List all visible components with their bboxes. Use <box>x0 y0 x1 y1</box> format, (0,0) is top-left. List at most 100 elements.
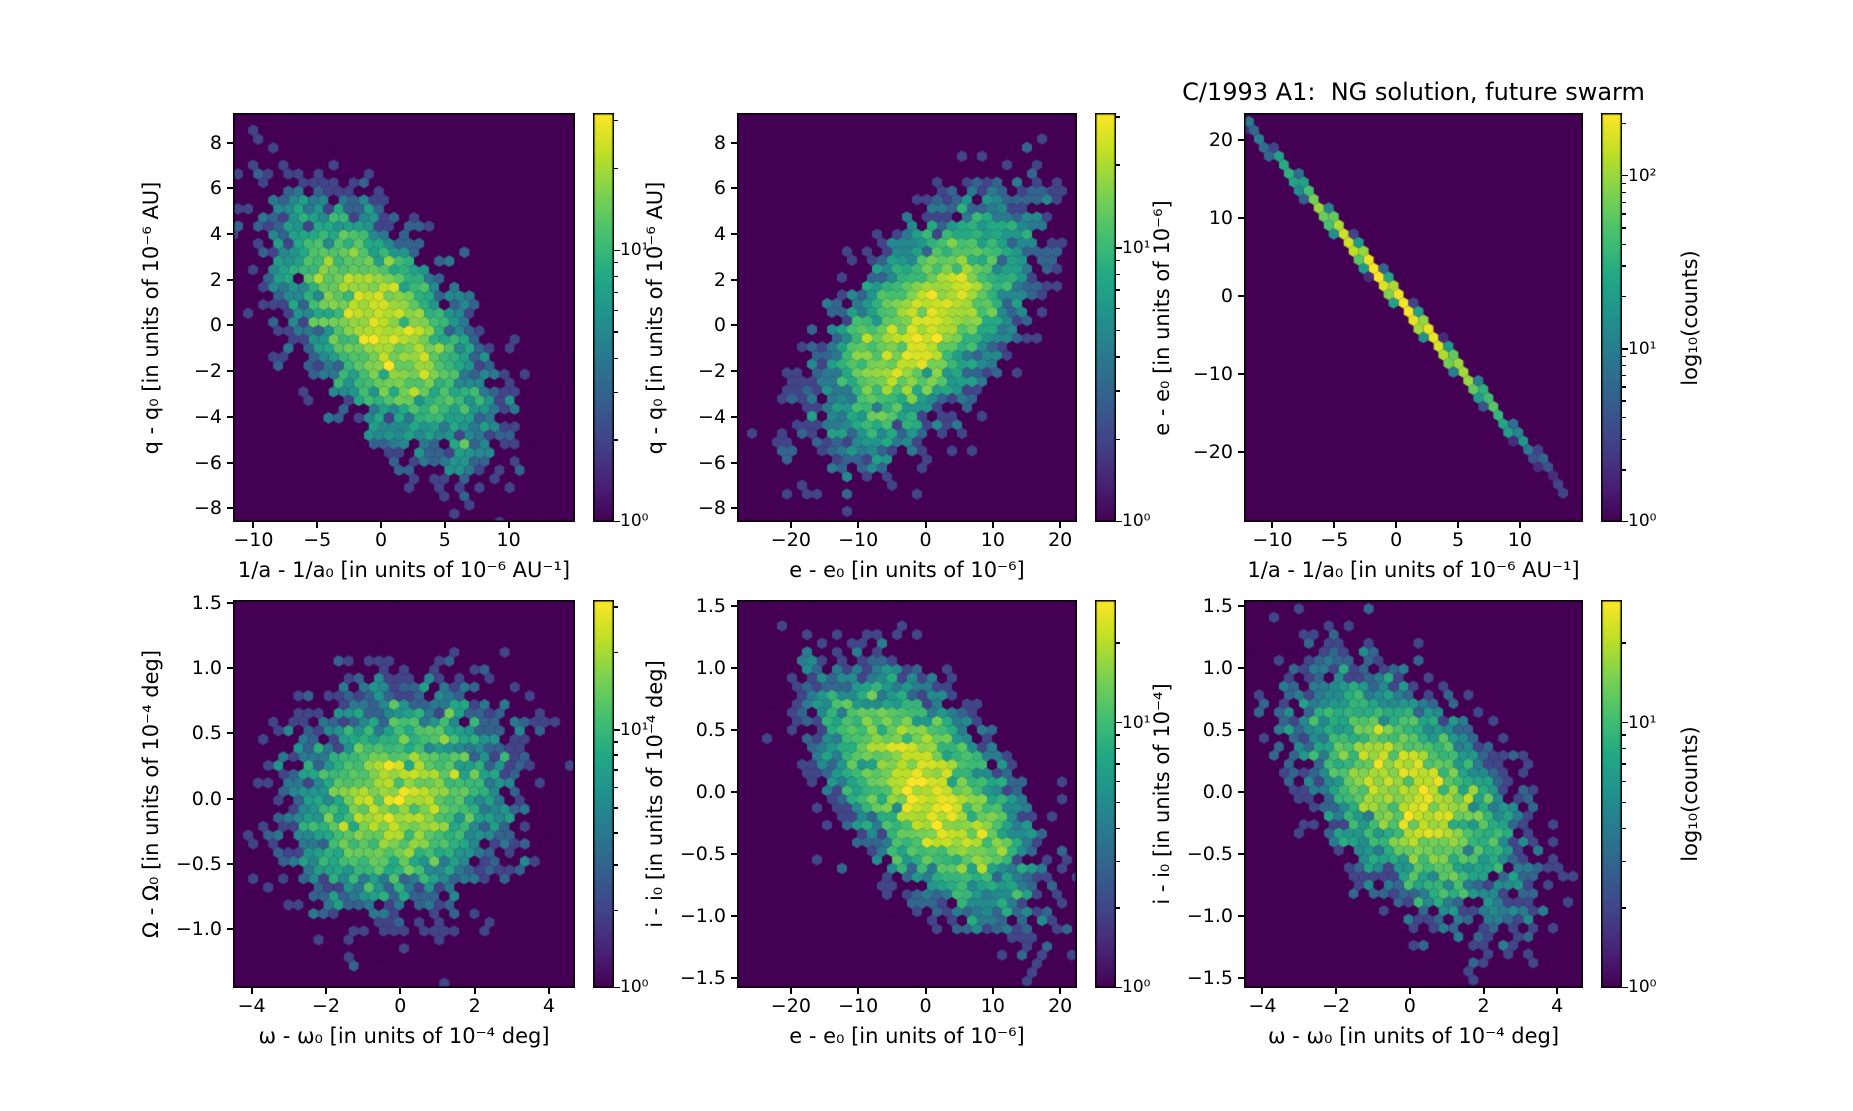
y-tick-label: 6 <box>209 177 222 200</box>
x-tick-label: 0 <box>919 995 932 1017</box>
colorbar-tick <box>1116 520 1122 522</box>
y-tick-label: 1.5 <box>191 591 222 614</box>
hexbin-canvas <box>233 113 575 522</box>
x-tick <box>924 522 927 528</box>
y-tick <box>731 278 737 281</box>
x-tick-label: 10 <box>1507 529 1532 551</box>
colorbar-minor-tick <box>1116 747 1120 750</box>
colorbar-minor-tick <box>1622 827 1626 829</box>
y-tick-label: −6 <box>193 451 222 474</box>
colorbar-tick <box>1116 721 1122 724</box>
colorbar-minor-tick <box>1116 356 1120 358</box>
y-axis-label: i - i₀ [in units of 10⁻⁴ deg] <box>643 660 667 928</box>
figure-title: C/1993 A1: NG solution, future swarm <box>1182 78 1645 106</box>
x-axis-label: ω - ω₀ [in units of 10⁻⁴ deg] <box>258 1024 550 1048</box>
x-tick-label: 10 <box>980 529 1005 551</box>
x-tick-label: 2 <box>1477 995 1490 1017</box>
y-tick <box>1238 791 1244 794</box>
x-tick-label: −10 <box>838 995 879 1017</box>
y-tick <box>227 797 233 800</box>
y-axis-label: e - e₀ [in units of 10⁻⁶] <box>1150 199 1174 436</box>
y-tick <box>1238 216 1244 219</box>
colorbar-minor-tick <box>1622 747 1626 750</box>
colorbar-tick-label: 10⁰ <box>620 511 649 532</box>
colorbar-tick-label: 10¹ <box>620 720 649 741</box>
colorbar-minor-tick <box>614 832 618 834</box>
x-tick <box>1335 988 1338 994</box>
hexbin-canvas <box>1244 113 1583 522</box>
y-tick-label: −2 <box>193 360 222 383</box>
y-tick-label: 0 <box>1220 284 1233 307</box>
colorbar-tick <box>1116 986 1122 988</box>
y-tick <box>227 928 233 931</box>
colorbar-minor-tick <box>1622 295 1626 298</box>
colorbar-minor-tick <box>1116 780 1120 783</box>
colorbar-minor-tick <box>614 606 618 608</box>
y-axis-label: q - q₀ [in units of 10⁻⁶ AU] <box>643 181 667 454</box>
colorbar-minor-tick <box>1622 122 1626 125</box>
colorbar-minor-tick <box>614 275 618 278</box>
colorbar-minor-tick <box>1622 364 1626 367</box>
x-tick <box>1518 522 1521 528</box>
x-tick-label: 0 <box>1403 995 1416 1017</box>
x-tick-label: 0 <box>1390 529 1403 551</box>
colorbar-minor-tick <box>1622 386 1626 388</box>
y-axis-label: Ω - Ω₀ [in units of 10⁻⁴ deg] <box>139 649 163 939</box>
x-tick <box>443 522 446 528</box>
panel-raan-vs-argperi: Ω - Ω₀ [in units of 10⁻⁴ deg] ω - ω₀ [in… <box>139 592 648 1048</box>
colorbar-tick <box>1116 247 1122 249</box>
x-tick-label: 4 <box>542 995 556 1017</box>
colorbar-minor-tick <box>1116 307 1120 310</box>
colorbar-tick-label: 10⁰ <box>620 977 649 998</box>
y-tick <box>731 791 737 794</box>
colorbar-minor-tick <box>614 909 618 912</box>
colorbar-minor-tick <box>1116 907 1120 909</box>
colorbar-minor-tick <box>1622 400 1626 402</box>
colorbar-minor-tick <box>614 291 618 294</box>
x-tick <box>1261 988 1264 994</box>
y-tick <box>227 370 233 373</box>
y-tick <box>227 324 233 327</box>
x-tick-label: −2 <box>311 995 340 1017</box>
y-tick-label: −8 <box>193 497 222 520</box>
y-tick <box>227 461 233 464</box>
colorbar-tick <box>1622 721 1628 724</box>
x-tick <box>1556 988 1559 994</box>
y-tick <box>1238 729 1244 732</box>
colorbar-minor-tick <box>614 807 618 809</box>
x-tick <box>324 988 327 994</box>
y-tick <box>1238 605 1244 608</box>
y-tick-label: 10 <box>1208 206 1233 229</box>
y-tick-label: 0.0 <box>695 781 726 804</box>
colorbar-minor-tick <box>1116 827 1120 829</box>
colorbar-minor-tick <box>1116 763 1120 765</box>
x-tick-label: −10 <box>233 529 274 551</box>
x-tick <box>1333 522 1336 528</box>
y-tick <box>1238 915 1244 918</box>
hexbin-canvas <box>1244 600 1583 988</box>
y-tick-label: 20 <box>1208 128 1233 151</box>
colorbar-minor-tick <box>614 309 618 312</box>
colorbar-minor-tick <box>1116 273 1120 276</box>
y-tick <box>227 278 233 281</box>
x-tick <box>1408 988 1411 994</box>
y-tick <box>1238 977 1244 980</box>
colorbar-minor-tick <box>1622 355 1626 358</box>
y-tick <box>731 729 737 732</box>
y-tick <box>1238 667 1244 670</box>
y-tick-label: −6 <box>697 451 726 474</box>
x-tick-label: 20 <box>1048 529 1073 551</box>
colorbar-tick-label: 10¹ <box>1628 338 1657 359</box>
colorbar-minor-tick <box>1622 763 1626 765</box>
y-tick-label: −1.0 <box>1186 905 1233 928</box>
y-tick-label: −0.5 <box>1186 843 1233 866</box>
y-tick <box>227 601 233 604</box>
x-tick-label: 4 <box>1551 995 1564 1017</box>
y-tick-label: 1.5 <box>1202 595 1233 618</box>
hexbin-canvas <box>233 600 575 988</box>
x-tick <box>789 522 792 528</box>
y-tick-label: −4 <box>697 405 726 428</box>
x-tick-label: −5 <box>303 529 332 551</box>
y-tick <box>1238 294 1244 297</box>
